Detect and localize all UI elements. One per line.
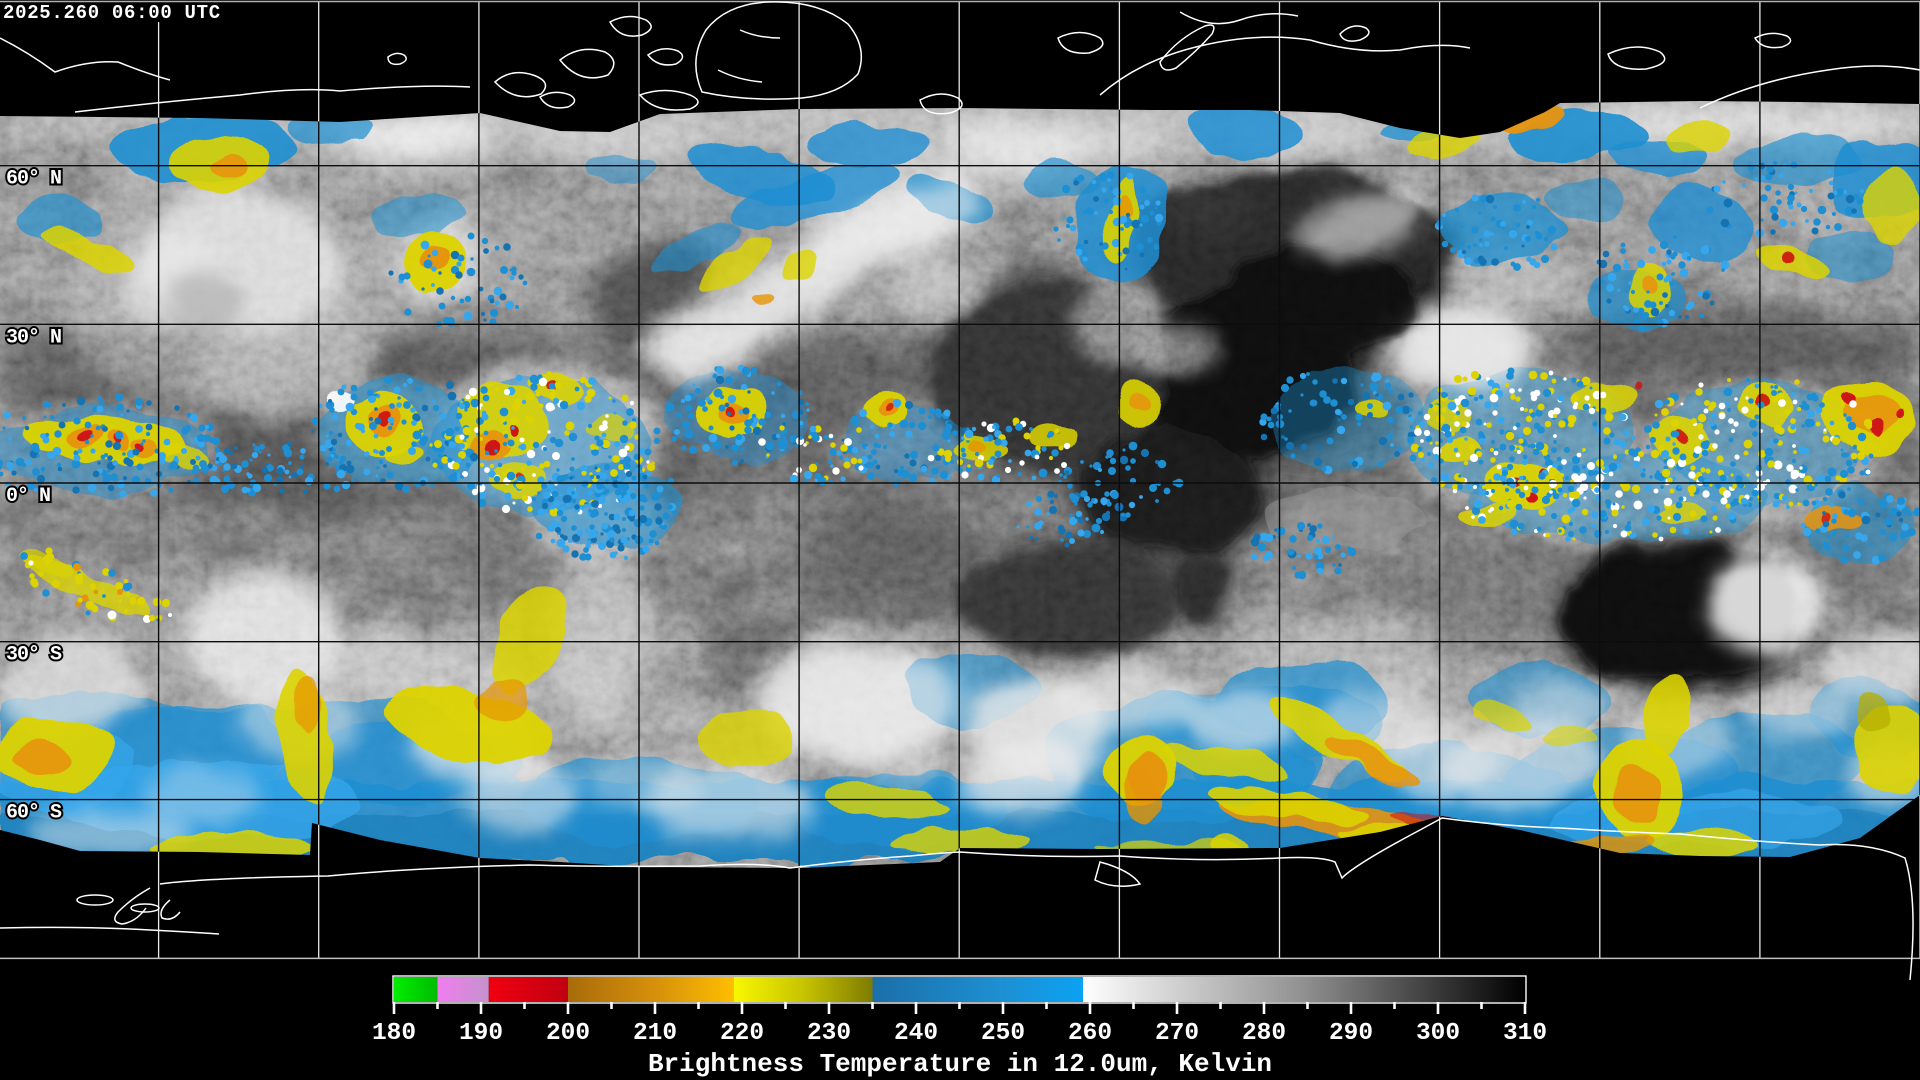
svg-text:280: 280 (1242, 1020, 1286, 1047)
svg-text:0° N: 0° N (6, 485, 50, 508)
svg-text:200: 200 (546, 1020, 590, 1047)
svg-text:190: 190 (459, 1020, 503, 1047)
svg-text:30° N: 30° N (6, 326, 61, 349)
svg-text:310: 310 (1503, 1020, 1547, 1047)
svg-text:2025.260 06:00 UTC: 2025.260 06:00 UTC (3, 2, 221, 24)
svg-text:30° S: 30° S (6, 644, 62, 667)
svg-text:Brightness Temperature in 12.0: Brightness Temperature in 12.0um, Kelvin (648, 1049, 1272, 1079)
svg-text:220: 220 (720, 1020, 764, 1047)
svg-text:60° N: 60° N (6, 168, 61, 191)
svg-text:210: 210 (633, 1020, 677, 1047)
svg-text:240: 240 (894, 1020, 938, 1047)
svg-text:270: 270 (1155, 1020, 1199, 1047)
svg-text:60° S: 60° S (6, 802, 62, 825)
svg-text:290: 290 (1329, 1020, 1373, 1047)
svg-text:230: 230 (807, 1020, 851, 1047)
svg-text:260: 260 (1068, 1020, 1112, 1047)
svg-text:180: 180 (372, 1020, 416, 1047)
svg-text:300: 300 (1416, 1020, 1460, 1047)
svg-text:250: 250 (981, 1020, 1025, 1047)
